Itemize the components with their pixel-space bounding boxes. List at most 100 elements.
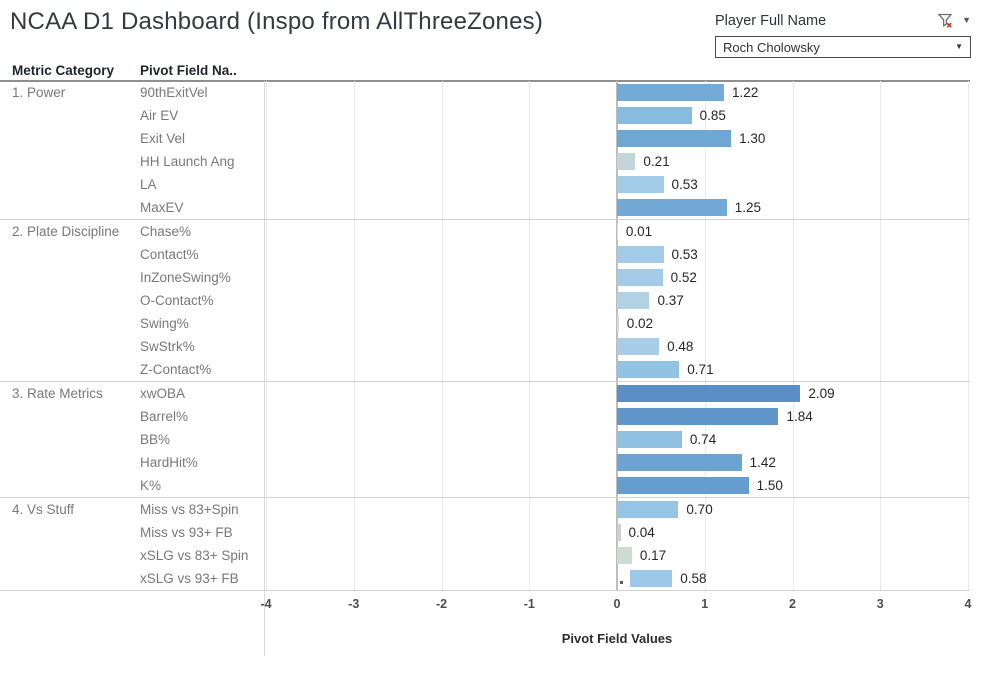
pivot-field-label[interactable]: xSLG vs 93+ FB: [140, 571, 239, 586]
x-tick-label: -3: [348, 597, 360, 611]
pivot-field-label[interactable]: Exit Vel: [140, 131, 186, 146]
bar-bb-[interactable]: [617, 431, 682, 448]
filter-menu-caret-icon[interactable]: ▼: [962, 15, 971, 25]
section-divider: [0, 219, 970, 220]
bar-air-ev[interactable]: [617, 107, 692, 124]
pivot-field-label[interactable]: HH Launch Ang: [140, 154, 235, 169]
gridline: [792, 81, 794, 590]
header-divider: [0, 80, 970, 82]
bar-xwoba[interactable]: [617, 385, 801, 402]
x-tick-label: -4: [260, 597, 272, 611]
bar-value-label: 2.09: [808, 386, 835, 401]
x-tick-label: 2: [789, 597, 796, 611]
bar-value-label: 0.53: [671, 247, 698, 262]
bar-value-label: 0.58: [680, 571, 707, 586]
page-title: NCAA D1 Dashboard (Inspo from AllThreeZo…: [10, 8, 544, 35]
gridline: [353, 81, 355, 590]
pivot-field-label[interactable]: Miss vs 93+ FB: [140, 525, 233, 540]
bar-chase-[interactable]: [617, 223, 618, 240]
bar-miss-vs-93-fb[interactable]: [617, 524, 621, 541]
exclude-filter-icon[interactable]: [937, 12, 954, 29]
x-axis-title: Pivot Field Values: [561, 631, 673, 646]
pivot-field-label[interactable]: LA: [140, 177, 157, 192]
col-header-pivot-field: Pivot Field Na..: [140, 63, 237, 78]
bar-value-label: 1.84: [786, 409, 813, 424]
bar-value-label: 0.85: [699, 108, 726, 123]
x-tick-label: -2: [435, 597, 448, 611]
pivot-field-label[interactable]: SwStrk%: [140, 339, 195, 354]
bar-value-label: 0.21: [643, 154, 670, 169]
bar-la[interactable]: [617, 176, 664, 193]
bar-k-[interactable]: [617, 477, 749, 494]
pivot-field-label[interactable]: HardHit%: [140, 455, 198, 470]
pivot-field-label[interactable]: Barrel%: [140, 409, 189, 424]
col-header-metric-category: Metric Category: [12, 63, 115, 78]
x-tick-label: -1: [523, 597, 535, 611]
bar-value-label: 0.70: [686, 502, 713, 517]
bar-value-label: 0.17: [639, 548, 667, 563]
bar-swing-[interactable]: [617, 315, 619, 332]
bar-hardhit-[interactable]: [617, 454, 742, 471]
bar-value-label: 1.30: [739, 131, 766, 146]
pivot-field-label[interactable]: K%: [140, 478, 162, 493]
bar-value-label: 0.48: [667, 339, 694, 354]
bar-value-label: 0.52: [670, 270, 697, 285]
pivot-field-label[interactable]: xwOBA: [140, 386, 186, 401]
pivot-field-label[interactable]: Swing%: [140, 316, 189, 331]
section-divider: [0, 497, 970, 498]
x-tick-label: 1: [701, 597, 709, 611]
pivot-field-label[interactable]: Z-Contact%: [140, 362, 212, 377]
metric-category-label[interactable]: 4. Vs Stuff: [12, 502, 75, 517]
pivot-field-label[interactable]: 90thExitVel: [140, 85, 208, 100]
bar-value-label: 1.25: [734, 200, 761, 215]
row-header-divider: [264, 81, 265, 656]
x-tick-label: 3: [876, 597, 884, 611]
pivot-field-label[interactable]: MaxEV: [140, 200, 184, 215]
x-tick-label: 4: [964, 597, 972, 611]
pivot-field-label[interactable]: InZoneSwing%: [140, 270, 231, 285]
pivot-field-label[interactable]: Contact%: [140, 247, 199, 262]
metric-category-label[interactable]: 3. Rate Metrics: [12, 386, 103, 401]
bar-xslg-vs-93-fb[interactable]: [630, 570, 673, 587]
bar-value-label: 0.53: [671, 177, 698, 192]
gridline: [441, 81, 443, 590]
bar-value-label: 0.74: [689, 432, 717, 447]
bar-value-label: 0.04: [628, 525, 655, 540]
bar-90thexitvel[interactable]: [617, 84, 725, 101]
bar-o-contact-[interactable]: [617, 292, 650, 309]
dropdown-caret-icon: ▼: [955, 42, 963, 51]
bar-value-label: 0.71: [687, 362, 714, 377]
section-divider: [0, 381, 970, 382]
bar-z-contact-[interactable]: [617, 361, 680, 378]
pivot-field-label[interactable]: O-Contact%: [140, 293, 214, 308]
zero-mark-dot: [620, 581, 623, 584]
gridline: [968, 81, 969, 590]
bar-value-label: 1.50: [756, 478, 783, 493]
gridline: [529, 81, 531, 590]
gridline: [704, 81, 706, 590]
pivot-field-label[interactable]: Chase%: [140, 224, 192, 239]
metric-category-label[interactable]: 2. Plate Discipline: [12, 224, 120, 239]
pivot-field-label[interactable]: xSLG vs 83+ Spin: [140, 548, 249, 563]
bar-xslg-vs-83-spin[interactable]: [617, 547, 632, 564]
pivot-field-label[interactable]: Miss vs 83+Spin: [140, 502, 239, 517]
bar-exit-vel[interactable]: [617, 130, 732, 147]
x-tick-label: 0: [613, 597, 621, 611]
bar-maxev[interactable]: [617, 199, 727, 216]
metric-category-label[interactable]: 1. Power: [12, 85, 66, 100]
section-divider: [0, 590, 970, 591]
bar-value-label: 0.37: [657, 293, 684, 308]
bar-barrel-[interactable]: [617, 408, 779, 425]
bar-contact-[interactable]: [617, 246, 664, 263]
bar-swstrk-[interactable]: [617, 338, 660, 355]
pivot-field-label[interactable]: BB%: [140, 432, 171, 447]
bar-inzoneswing-[interactable]: [617, 269, 663, 286]
player-dropdown[interactable]: Roch Cholowsky ▼: [715, 36, 971, 58]
bar-value-label: 1.42: [749, 455, 776, 470]
pivot-field-label[interactable]: Air EV: [140, 108, 179, 123]
bar-hh-launch-ang[interactable]: [617, 153, 636, 170]
bar-value-label: 0.01: [625, 224, 653, 239]
bar-miss-vs-83-spin[interactable]: [617, 501, 679, 518]
bar-value-label: 0.02: [626, 316, 654, 331]
